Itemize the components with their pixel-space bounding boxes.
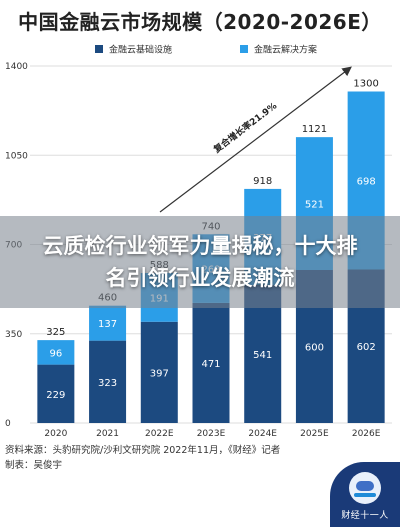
source-line: 资料来源：头豹研究院/沙利文研究院 2022年11月，《财经》记者 — [5, 445, 281, 456]
growth-arrow — [159, 66, 352, 213]
segment-value-label: 541 — [253, 350, 272, 361]
x-tick-label: 2026E — [352, 429, 381, 439]
segment-value-label: 229 — [46, 390, 65, 401]
y-tick-label: 0 — [5, 419, 11, 429]
chart-title: 中国金融云市场规模（2020-2026E） — [18, 10, 382, 34]
bar-segment — [192, 302, 230, 423]
legend-label: 金融云解决方案 — [254, 44, 317, 56]
total-value-label: 1300 — [353, 79, 378, 90]
headline-overlay: 云质检行业领军力量揭秘，十大排名引领行业发展潮流 — [0, 216, 400, 308]
segment-value-label: 600 — [305, 343, 324, 354]
total-value-label: 1121 — [302, 124, 327, 135]
legend: 金融云基础设施 金融云解决方案 — [95, 44, 317, 56]
credit-line: 制表：吴俊宇 — [5, 460, 63, 471]
bar-segment — [37, 364, 75, 423]
bar-segment — [244, 285, 282, 423]
segment-value-label: 521 — [305, 200, 324, 211]
x-tick-label: 2025E — [300, 429, 329, 439]
legend-label: 金融云基础设施 — [109, 44, 172, 56]
y-tick-label: 1400 — [5, 62, 28, 72]
bar-segment — [89, 340, 127, 423]
x-tick-label: 2024E — [248, 429, 277, 439]
y-tick-label: 1050 — [5, 151, 28, 161]
legend-swatch — [240, 45, 248, 53]
source-note: 资料来源：头豹研究院/沙利文研究院 2022年11月，《财经》记者 制表：吴俊宇 — [5, 443, 395, 473]
bar-segment — [140, 321, 178, 423]
x-tick-label: 2022E — [145, 429, 174, 439]
x-tick-label: 2023E — [197, 429, 226, 439]
segment-value-label: 96 — [49, 348, 62, 359]
x-tick-label: 2020 — [44, 429, 67, 439]
segment-value-label: 397 — [150, 368, 169, 379]
publisher-logo: 财经十一人 — [330, 462, 400, 527]
bar-segment — [37, 340, 75, 365]
total-value-label: 918 — [253, 176, 272, 187]
legend-swatch — [95, 45, 103, 53]
segment-value-label: 471 — [201, 359, 220, 370]
total-value-label: 325 — [46, 327, 65, 338]
logo-text: 财经十一人 — [341, 511, 389, 521]
segment-value-label: 323 — [98, 378, 117, 389]
x-tick-label: 2021 — [96, 429, 119, 439]
bar-segment — [89, 305, 127, 341]
segment-value-label: 602 — [357, 342, 376, 353]
y-tick-label: 350 — [5, 330, 22, 340]
segment-value-label: 698 — [357, 176, 376, 187]
segment-value-label: 137 — [98, 319, 117, 330]
headline-text: 云质检行业领军力量揭秘，十大排名引领行业发展潮流 — [42, 234, 358, 290]
logo-icon — [349, 472, 381, 504]
